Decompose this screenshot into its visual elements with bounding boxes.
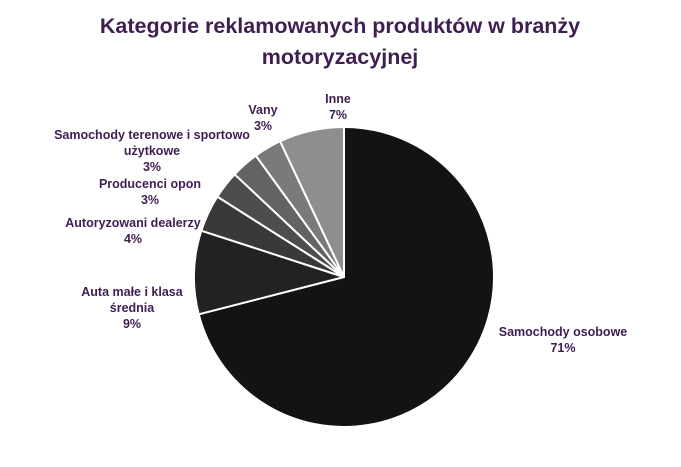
- slice-label-text: Samochody terenowe i sportowo: [54, 128, 250, 142]
- slice-label-text: użytkowe: [124, 144, 180, 158]
- slice-value-label: 9%: [123, 317, 141, 331]
- slice-label-text: Auta małe i klasa: [81, 285, 183, 299]
- slice-value-label: 7%: [329, 108, 347, 122]
- slice-label-5: Samochody terenowe i sportowo użytkowe 3%: [54, 128, 250, 174]
- slice-value-label: 71%: [550, 341, 575, 355]
- pie-slice-7: [279, 126, 345, 278]
- slice-value-label: 3%: [141, 193, 159, 207]
- slice-label-3: Autoryzowani dealerzy 4%: [65, 216, 200, 246]
- slice-label-text: Producenci opon: [99, 177, 201, 191]
- chart-title-line-2: motoryzacyjnej: [262, 45, 419, 69]
- slice-label-text: Autoryzowani dealerzy: [65, 216, 200, 230]
- slice-label-2: Auta małe i klasa średnia 9%: [81, 285, 183, 331]
- pie-slice-1: [197, 126, 495, 428]
- slice-label-text: średnia: [110, 301, 156, 315]
- pie-data-labels: Samochody osobowe 71% Auta małe i klasa śre…: [54, 92, 627, 355]
- slice-label-1: Samochody osobowe 71%: [499, 325, 628, 355]
- slice-value-label: 4%: [124, 232, 142, 246]
- pie-slices: [192, 126, 495, 428]
- slice-label-6: Vany 3%: [248, 103, 277, 133]
- slice-value-label: 3%: [143, 160, 161, 174]
- pie-slice-2: [192, 229, 345, 316]
- slice-label-text: Samochody osobowe: [499, 325, 628, 339]
- slice-label-text: Vany: [248, 103, 277, 117]
- chart-title-line-1: Kategorie reklamowanych produktów w bran…: [100, 14, 580, 38]
- slice-value-label: 3%: [254, 119, 272, 133]
- slice-label-4: Producenci opon 3%: [99, 177, 201, 207]
- slice-label-text: Inne: [325, 92, 351, 106]
- slice-label-7: Inne 7%: [325, 92, 351, 122]
